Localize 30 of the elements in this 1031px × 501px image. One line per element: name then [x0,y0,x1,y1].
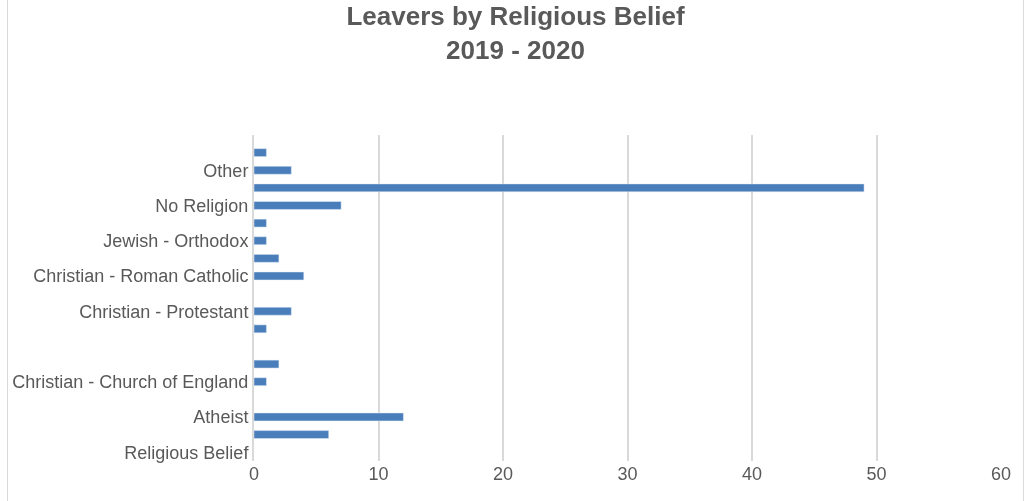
chart-title: Leavers by Religious Belief 2019 - 2020 [346,1,685,65]
x-tick-label: 10 [368,464,389,484]
bar [254,218,267,228]
bar [254,271,305,281]
bar [254,183,865,193]
bar [254,166,292,175]
y-tick-label: Religious Belief [124,442,250,463]
y-tick-label: Jewish - Orthodox [103,231,249,252]
x-tick-label: 40 [741,464,763,484]
bar [254,254,280,263]
bar [254,359,280,369]
y-tick-label: Christian - Church of England [12,372,249,392]
x-tick-label: 60 [990,464,1012,484]
bar [254,236,267,245]
bar [254,412,404,422]
y-tick-label: Christian - Protestant [79,301,249,322]
y-tick-label: No Religion [155,195,249,216]
bar [254,307,292,316]
bar [254,324,267,334]
bar [254,430,329,439]
y-tick-label: Atheist [193,407,249,428]
bar [254,377,267,386]
x-tick-label: 30 [617,464,638,484]
y-tick-label: Other [203,160,249,181]
x-tick-label: 0 [248,464,260,484]
x-tick-label: 50 [866,464,887,484]
x-tick-label: 20 [492,464,514,484]
y-tick-label: Christian - Roman Catholic [33,266,249,287]
bar [254,201,342,210]
bar [254,148,267,157]
